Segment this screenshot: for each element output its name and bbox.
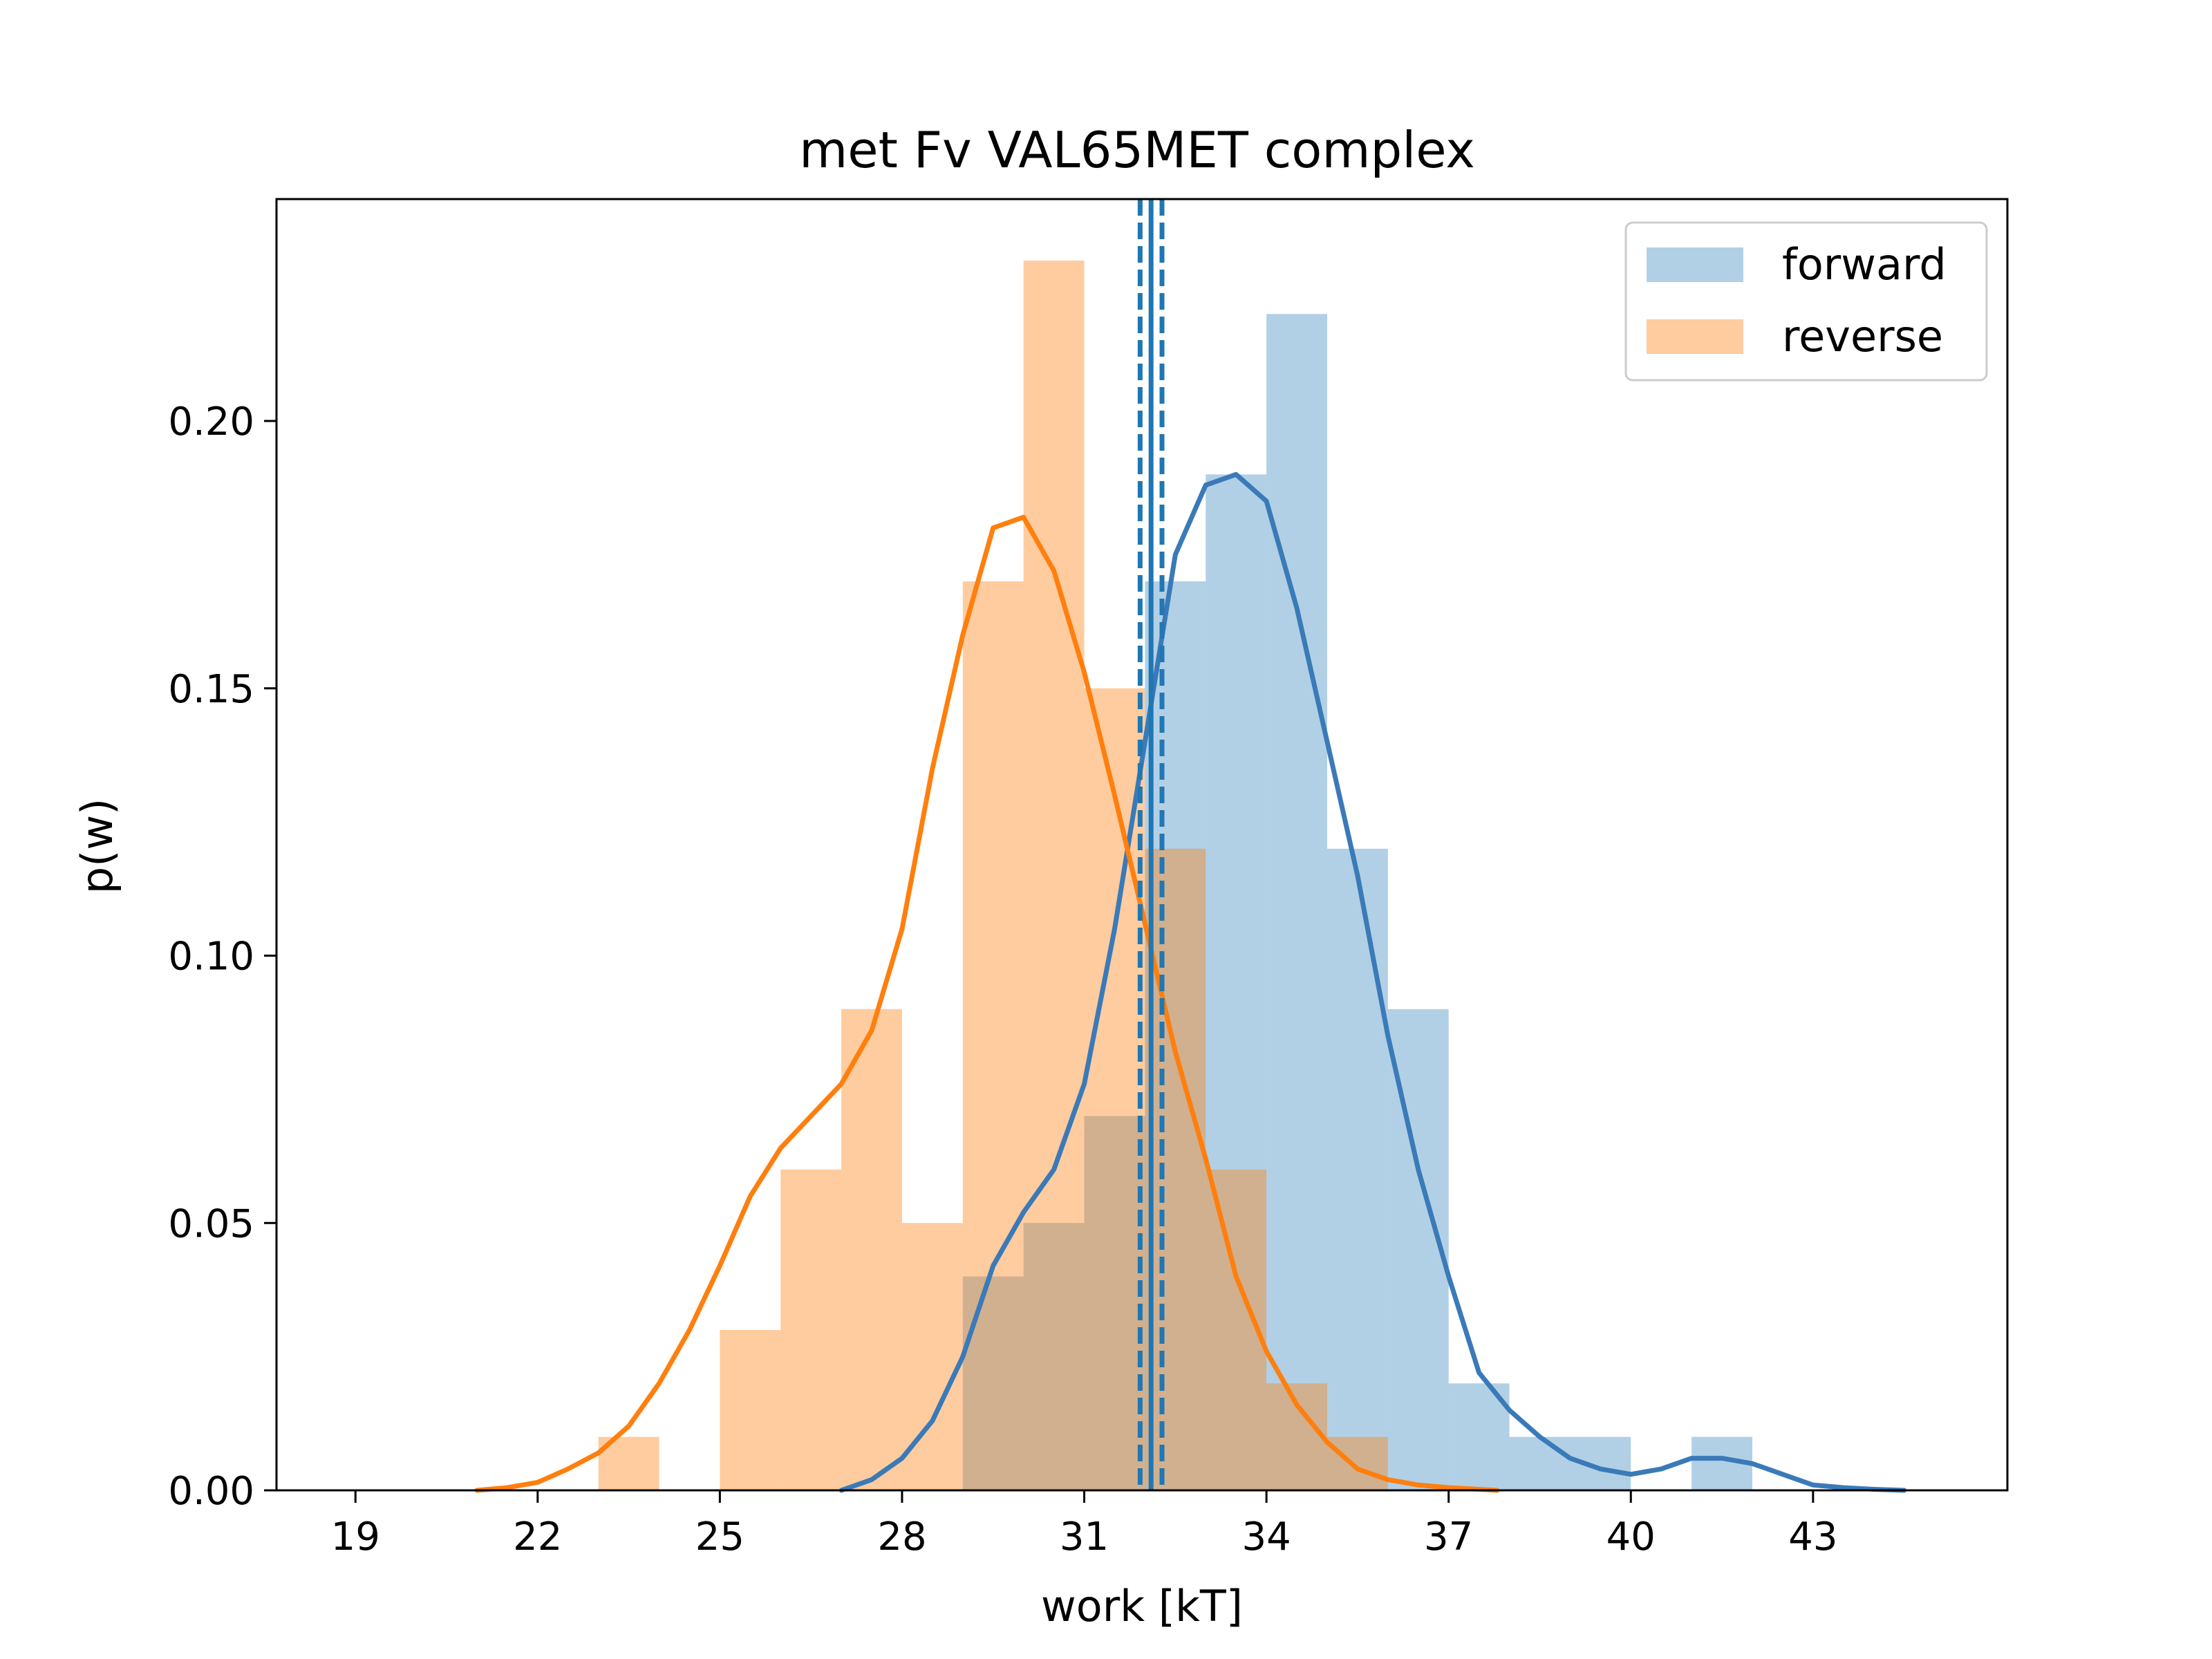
- legend-label-forward: forward: [1782, 239, 1947, 290]
- histogram-bar-forward: [1084, 1116, 1145, 1490]
- x-tick-label: 34: [1241, 1515, 1291, 1559]
- legend: forward reverse: [1624, 221, 1988, 382]
- histogram-bar-forward: [962, 1276, 1024, 1490]
- legend-frame: [1624, 221, 1988, 382]
- y-tick-label: 0.20: [168, 400, 254, 444]
- kde-line-forward: [838, 471, 1907, 1493]
- histogram-bar-reverse: [1266, 1383, 1327, 1490]
- y-tick-label: 0.10: [168, 935, 254, 980]
- x-tick-label: 22: [513, 1515, 562, 1559]
- histogram-bar-reverse: [1327, 1436, 1388, 1490]
- histogram-bar-reverse: [1145, 848, 1206, 1490]
- x-tick-label: 19: [331, 1515, 380, 1559]
- x-tick-label: 40: [1606, 1515, 1656, 1559]
- legend-label-reverse: reverse: [1782, 311, 1943, 362]
- histogram-bar-reverse: [1084, 688, 1145, 1490]
- plot-frame: [275, 198, 2009, 1492]
- histogram-bar-forward: [1327, 848, 1388, 1490]
- y-axis-label: p(w): [72, 798, 122, 894]
- y-tick-label: 0.00: [168, 1469, 254, 1514]
- x-tick-label: 43: [1788, 1515, 1837, 1559]
- histogram-bar-reverse: [780, 1169, 842, 1490]
- histogram-bar-reverse: [962, 581, 1024, 1490]
- histogram-bar-reverse: [841, 1009, 902, 1490]
- plot-area: [474, 199, 1907, 1493]
- legend-swatch-forward: [1647, 247, 1743, 282]
- histogram-bar-forward: [1023, 1223, 1085, 1490]
- y-tick-label: 0.05: [168, 1201, 254, 1246]
- x-tick-label: 37: [1424, 1515, 1473, 1559]
- y-tick-label: 0.15: [168, 667, 254, 712]
- histogram-bar-reverse: [720, 1329, 781, 1490]
- kde-line-reverse: [474, 514, 1500, 1493]
- histogram-bar-forward: [1509, 1436, 1571, 1490]
- x-axis-label: work [kT]: [1041, 1581, 1243, 1631]
- histogram-bar-forward: [1145, 581, 1206, 1490]
- legend-swatch-reverse: [1647, 319, 1743, 354]
- histogram-bar-reverse: [1023, 260, 1085, 1491]
- x-tick-label: 28: [877, 1515, 926, 1559]
- histogram-bar-forward: [1266, 314, 1327, 1490]
- x-axis: 19 22 25 28 31 34 37 40 43: [331, 1490, 1837, 1559]
- x-tick-label: 25: [695, 1515, 744, 1559]
- chart-title: met Fv VAL65MET complex: [799, 121, 1475, 179]
- x-tick-label: 31: [1060, 1515, 1109, 1559]
- y-axis: 0.00 0.05 0.10 0.15 0.20: [168, 400, 276, 1514]
